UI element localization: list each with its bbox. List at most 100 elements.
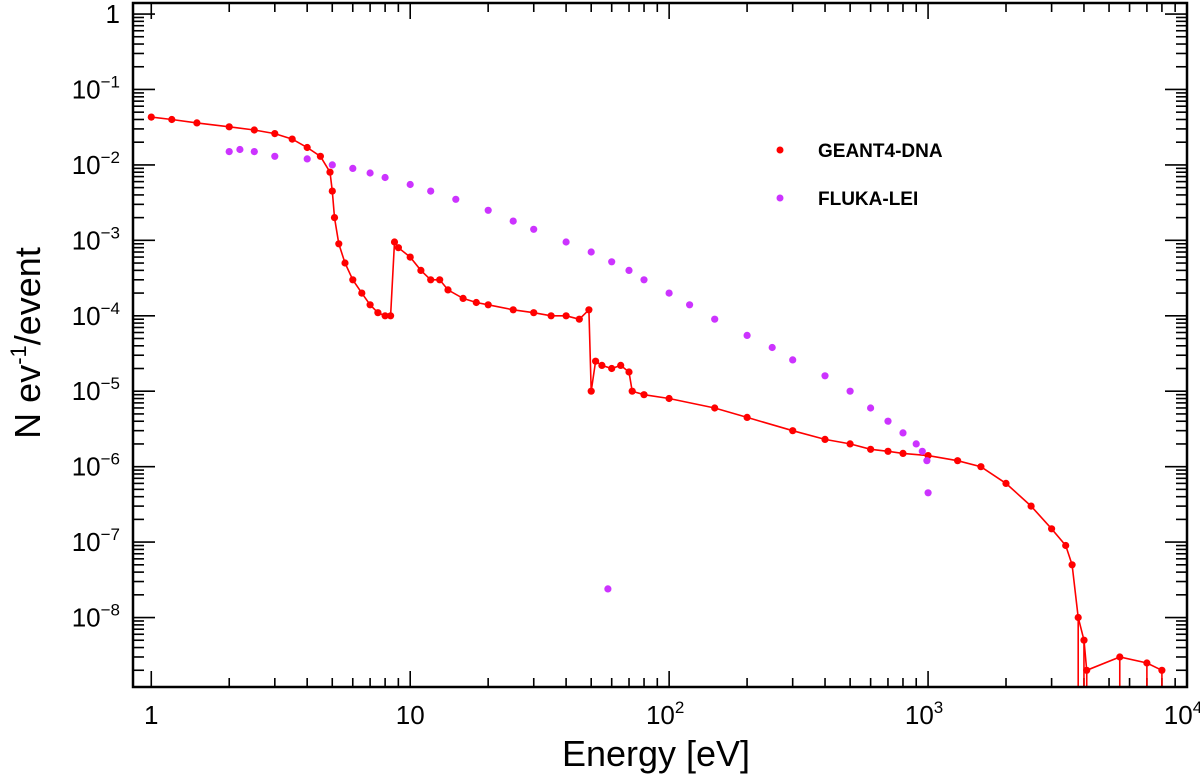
data-point bbox=[977, 463, 985, 471]
data-point bbox=[884, 447, 892, 455]
data-point bbox=[562, 238, 570, 246]
data-point bbox=[250, 126, 258, 134]
data-point bbox=[1002, 479, 1010, 487]
data-point bbox=[349, 276, 357, 284]
data-point bbox=[381, 173, 389, 182]
data-point bbox=[918, 447, 926, 455]
x-tick-label: 102 bbox=[646, 698, 684, 730]
x-tick-labels: 1 10 102 103 104 bbox=[144, 698, 1200, 730]
data-point bbox=[884, 417, 892, 425]
data-point bbox=[530, 309, 538, 317]
y-tick-label: 10−2 bbox=[72, 148, 120, 180]
data-point bbox=[640, 391, 648, 399]
data-point bbox=[509, 306, 517, 314]
x-axis-title: Energy [eV] bbox=[562, 733, 750, 774]
data-point bbox=[587, 248, 595, 256]
legend-label-geant4-dna: GEANT4-DNA bbox=[818, 141, 943, 162]
data-point bbox=[406, 180, 414, 189]
data-point bbox=[381, 312, 389, 320]
legend-label-fluka-lei: FLUKA-LEI bbox=[818, 189, 918, 210]
data-point bbox=[366, 169, 374, 177]
series-layer bbox=[147, 113, 1166, 687]
legend: GEANT4-DNA FLUKA-LEI bbox=[776, 141, 943, 210]
data-point bbox=[349, 164, 357, 172]
data-point bbox=[303, 143, 311, 152]
data-point bbox=[484, 301, 492, 309]
y-tick-label: 10−3 bbox=[72, 223, 120, 255]
data-point bbox=[867, 404, 875, 412]
data-point bbox=[472, 298, 480, 307]
data-point bbox=[250, 148, 258, 156]
data-point bbox=[147, 113, 155, 121]
data-point bbox=[867, 445, 875, 453]
data-point bbox=[288, 135, 296, 143]
y-axis-title-rest: /event bbox=[7, 247, 48, 345]
data-point bbox=[562, 312, 570, 320]
data-point bbox=[1048, 525, 1056, 533]
data-point bbox=[406, 253, 414, 261]
data-point bbox=[1074, 613, 1082, 622]
data-point bbox=[923, 457, 931, 465]
axis-ticks bbox=[133, 3, 1188, 687]
data-point bbox=[303, 155, 311, 163]
data-point bbox=[452, 195, 460, 203]
data-point bbox=[821, 435, 829, 443]
data-point bbox=[575, 315, 583, 323]
data-point bbox=[271, 130, 279, 138]
data-point bbox=[387, 312, 395, 320]
data-point bbox=[924, 489, 932, 497]
y-tick-label: 10−1 bbox=[72, 72, 120, 104]
data-point bbox=[328, 187, 336, 195]
data-point bbox=[225, 148, 233, 156]
y-axis-title-exp: -1 bbox=[6, 345, 31, 365]
data-point bbox=[665, 394, 673, 403]
data-point bbox=[1062, 541, 1070, 550]
x-tick-label: 103 bbox=[905, 698, 943, 730]
data-point bbox=[846, 440, 854, 448]
data-point bbox=[587, 387, 595, 395]
data-point bbox=[509, 217, 517, 225]
legend-marker-geant4-dna bbox=[776, 146, 784, 154]
data-point bbox=[912, 440, 920, 448]
data-point bbox=[625, 368, 633, 376]
data-point bbox=[374, 309, 382, 317]
data-point bbox=[789, 356, 797, 364]
data-point bbox=[328, 161, 336, 169]
data-point bbox=[743, 413, 751, 421]
plot-frame bbox=[131, 1, 1189, 689]
data-point bbox=[604, 585, 612, 593]
y-axis-title-base: N ev bbox=[7, 365, 48, 439]
data-point bbox=[608, 364, 616, 373]
data-point bbox=[628, 387, 636, 395]
x-tick-label: 10 bbox=[396, 700, 425, 730]
data-point bbox=[236, 145, 244, 154]
data-point bbox=[330, 214, 339, 222]
data-point bbox=[326, 168, 334, 176]
data-point bbox=[417, 266, 425, 274]
data-point bbox=[640, 276, 648, 284]
data-point bbox=[625, 266, 633, 274]
data-point bbox=[711, 404, 719, 412]
y-tick-label: 1 bbox=[106, 0, 120, 29]
data-point bbox=[427, 187, 435, 195]
data-point bbox=[547, 312, 555, 320]
data-point bbox=[585, 306, 593, 314]
data-point bbox=[358, 289, 366, 297]
y-tick-label: 10−5 bbox=[72, 374, 120, 406]
data-point bbox=[1068, 561, 1076, 569]
data-point bbox=[366, 301, 374, 309]
data-point bbox=[341, 259, 349, 267]
data-point bbox=[954, 457, 962, 465]
y-axis-title: N ev-1/event bbox=[6, 247, 48, 439]
data-point bbox=[530, 225, 538, 233]
data-point bbox=[899, 429, 907, 437]
data-point bbox=[821, 372, 829, 380]
series-line-geant4-dna bbox=[151, 116, 1163, 672]
data-point bbox=[168, 115, 176, 124]
y-tick-label: 10−8 bbox=[72, 601, 120, 633]
data-point bbox=[1080, 636, 1088, 644]
data-point bbox=[608, 258, 616, 266]
data-point bbox=[617, 361, 625, 369]
y-tick-label: 10−6 bbox=[72, 450, 120, 482]
